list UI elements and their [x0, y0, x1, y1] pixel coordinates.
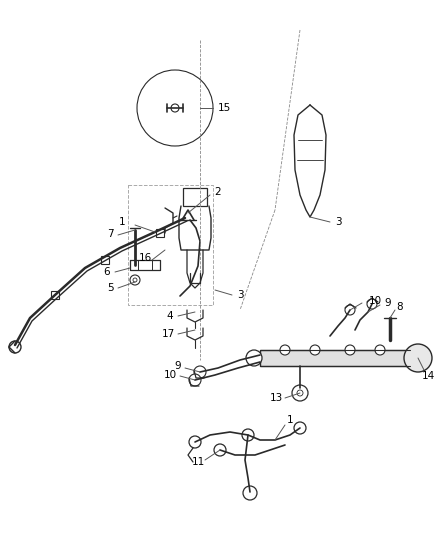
Text: 2: 2 — [215, 187, 221, 197]
Text: 1: 1 — [119, 217, 125, 227]
Text: 4: 4 — [167, 311, 173, 321]
Text: 1: 1 — [287, 415, 293, 425]
Circle shape — [246, 350, 262, 366]
FancyBboxPatch shape — [156, 229, 164, 237]
Text: 3: 3 — [335, 217, 341, 227]
Text: 11: 11 — [191, 457, 205, 467]
FancyBboxPatch shape — [260, 350, 410, 366]
Text: 10: 10 — [368, 296, 381, 306]
FancyBboxPatch shape — [101, 256, 109, 264]
Text: 9: 9 — [175, 361, 181, 371]
Text: 7: 7 — [107, 229, 113, 239]
Text: 13: 13 — [269, 393, 283, 403]
Circle shape — [242, 429, 254, 441]
Circle shape — [243, 486, 257, 500]
Circle shape — [345, 305, 355, 315]
Circle shape — [171, 104, 179, 112]
Circle shape — [294, 422, 306, 434]
FancyBboxPatch shape — [183, 188, 207, 206]
Circle shape — [9, 341, 21, 353]
Text: 5: 5 — [107, 283, 113, 293]
Circle shape — [367, 299, 377, 309]
Circle shape — [133, 278, 137, 282]
Circle shape — [189, 374, 201, 386]
Text: 17: 17 — [161, 329, 175, 339]
Text: 6: 6 — [104, 267, 110, 277]
Text: 15: 15 — [217, 103, 231, 113]
Circle shape — [189, 436, 201, 448]
Circle shape — [375, 345, 385, 355]
Text: 14: 14 — [421, 371, 434, 381]
Circle shape — [292, 385, 308, 401]
Circle shape — [130, 275, 140, 285]
Circle shape — [137, 70, 213, 146]
Text: 10: 10 — [163, 370, 177, 380]
Text: 9: 9 — [385, 298, 391, 308]
Circle shape — [280, 345, 290, 355]
Circle shape — [194, 366, 206, 378]
FancyBboxPatch shape — [51, 291, 59, 299]
Circle shape — [214, 444, 226, 456]
Text: 8: 8 — [397, 302, 403, 312]
Circle shape — [345, 345, 355, 355]
Text: 16: 16 — [138, 253, 152, 263]
Circle shape — [297, 390, 303, 396]
Text: 3: 3 — [237, 290, 244, 300]
Circle shape — [310, 345, 320, 355]
Circle shape — [404, 344, 432, 372]
